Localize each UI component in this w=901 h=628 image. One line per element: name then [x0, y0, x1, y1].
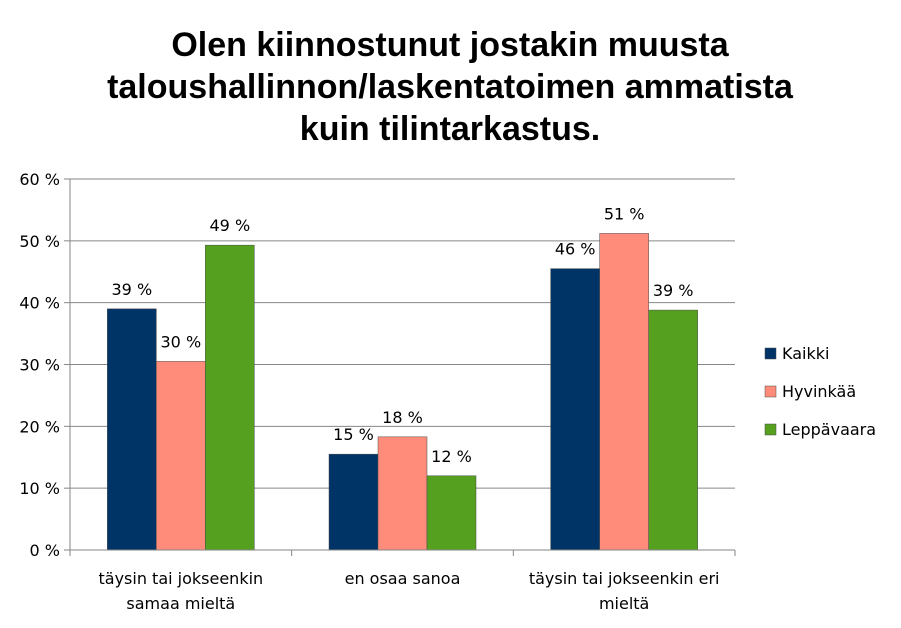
legend-label: Hyvinkää [782, 382, 856, 401]
bar [648, 309, 698, 551]
bar [599, 233, 649, 551]
y-tick-label: 20 % [19, 417, 60, 436]
y-tick-label: 50 % [19, 232, 60, 251]
legend: Kaikki Hyvinkää Leppävaara [764, 344, 876, 439]
y-axis-ticks: 0 % 10 % 20 % 30 % 40 % 50 % 60 % [19, 170, 70, 560]
legend-swatch [764, 347, 777, 360]
category-label: mieltä [599, 594, 649, 613]
legend-swatch [764, 423, 777, 436]
data-label: 46 % [555, 240, 596, 259]
category-label: samaa mieltä [126, 594, 235, 613]
legend-swatch [764, 385, 777, 398]
data-label: 15 % [333, 425, 374, 444]
category-labels: täysin tai jokseenkin samaa mieltä en osaa… [98, 569, 719, 613]
data-label: 49 % [210, 216, 251, 235]
chart-title: Olen kiinnostunut jostakin muusta taloush… [107, 26, 794, 148]
data-label: 12 % [431, 447, 472, 466]
bar [426, 475, 477, 551]
category-label: täysin tai jokseenkin [98, 569, 263, 588]
chart-title-line: Olen kiinnostunut jostakin muusta [171, 26, 729, 64]
bar [328, 453, 379, 551]
chart-title-line: kuin tilintarkastus. [300, 110, 600, 148]
bar [107, 308, 157, 551]
bars [107, 233, 698, 551]
bar [377, 436, 428, 551]
bar [550, 268, 600, 551]
bar [156, 361, 206, 551]
data-label: 30 % [161, 332, 202, 351]
y-tick-label: 30 % [19, 356, 60, 375]
data-label: 18 % [382, 408, 423, 427]
bar [205, 244, 255, 551]
legend-label: Kaikki [782, 344, 829, 363]
category-label: en osaa sanoa [345, 569, 461, 588]
y-tick-label: 60 % [19, 170, 60, 189]
data-labels: 39 % 30 % 49 % 15 % 18 % 12 % 46 % 51 % 39 % [112, 204, 694, 465]
legend-label: Leppävaara [782, 420, 876, 439]
data-label: 39 % [653, 281, 694, 300]
data-label: 39 % [112, 280, 153, 299]
axes [69, 179, 736, 556]
y-tick-label: 0 % [30, 541, 60, 560]
chart-title-line: taloushallinnon/laskentatoimen ammatista [107, 68, 794, 106]
data-label: 51 % [604, 204, 645, 223]
y-tick-label: 10 % [19, 479, 60, 498]
category-label: täysin tai jokseenkin eri [529, 569, 720, 588]
y-tick-label: 40 % [19, 294, 60, 313]
